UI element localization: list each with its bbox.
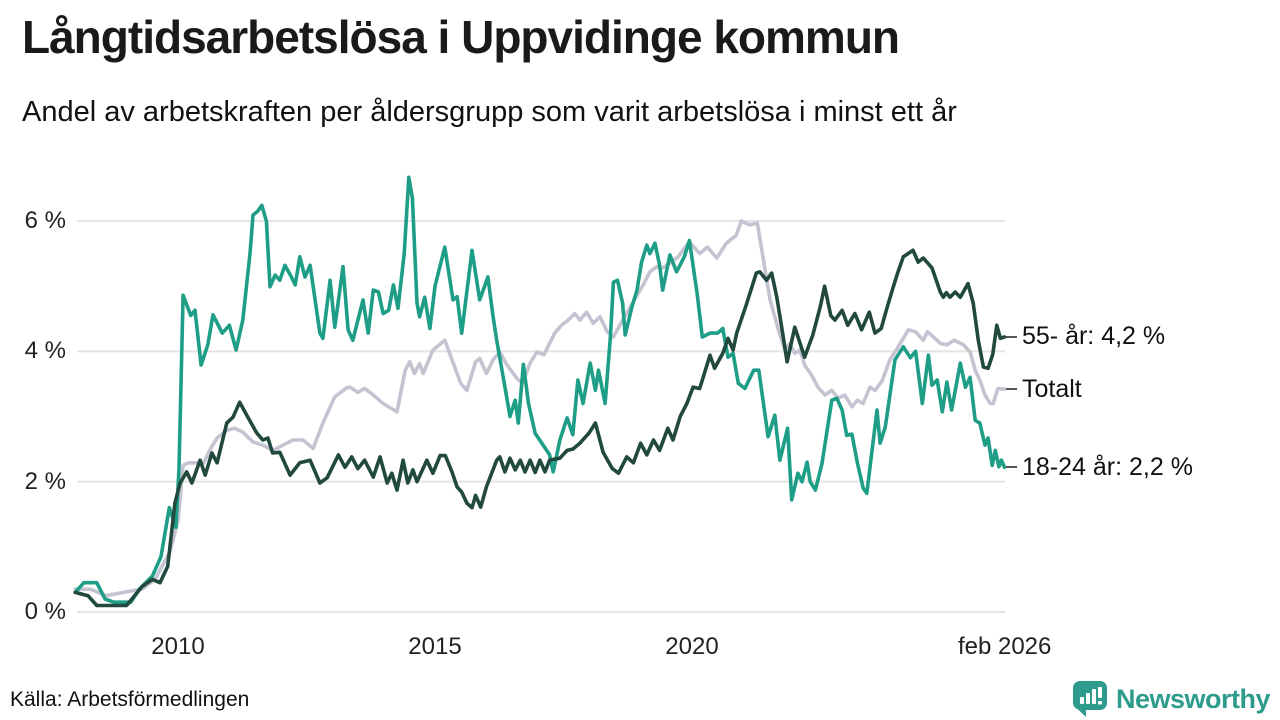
line-series-18-24-r bbox=[73, 175, 1007, 605]
y-axis-tick-2: 2 % bbox=[24, 467, 66, 495]
series-label-text: 18-24 år: 2,2 % bbox=[1022, 452, 1193, 481]
page-subtitle: Andel av arbetskraften per åldersgrupp s… bbox=[22, 96, 957, 128]
y-axis-tick-6: 6 % bbox=[24, 206, 66, 234]
newsworthy-logo-icon bbox=[1072, 681, 1107, 717]
y-axis-tick-0: 0 % bbox=[24, 598, 66, 625]
label-connector-dash bbox=[1006, 335, 1017, 338]
y-axis-tick-4: 4 % bbox=[24, 337, 66, 365]
x-axis-tick-feb-2026: feb 2026 bbox=[957, 633, 1052, 660]
series-label-text: 55- år: 4,2 % bbox=[1022, 322, 1166, 351]
series-label-55-ar: 55- år: 4,2 % bbox=[1006, 322, 1165, 352]
label-connector-dash bbox=[1006, 388, 1017, 391]
newsworthy-brand-text: Newsworthy bbox=[1115, 683, 1271, 714]
x-axis-tick-2015: 2015 bbox=[408, 633, 462, 660]
source-text: Källa: Arbetsförmedlingen bbox=[10, 688, 250, 711]
page-title: Långtidsarbetslösa i Uppvidinge kommun bbox=[22, 11, 900, 63]
series-label-totalt: Totalt bbox=[1006, 374, 1082, 404]
series-label-text: Totalt bbox=[1022, 374, 1082, 403]
series-label-18-24-ar: 18-24 år: 2,2 % bbox=[1006, 452, 1193, 482]
x-axis-tick-2010: 2010 bbox=[151, 633, 205, 660]
newsworthy-brand: Newsworthy bbox=[1072, 680, 1271, 718]
x-axis-tick-2020: 2020 bbox=[665, 633, 719, 660]
label-connector-dash bbox=[1006, 466, 1017, 469]
line-series-totalt bbox=[73, 219, 1007, 598]
line-series-55-r bbox=[73, 248, 1007, 608]
